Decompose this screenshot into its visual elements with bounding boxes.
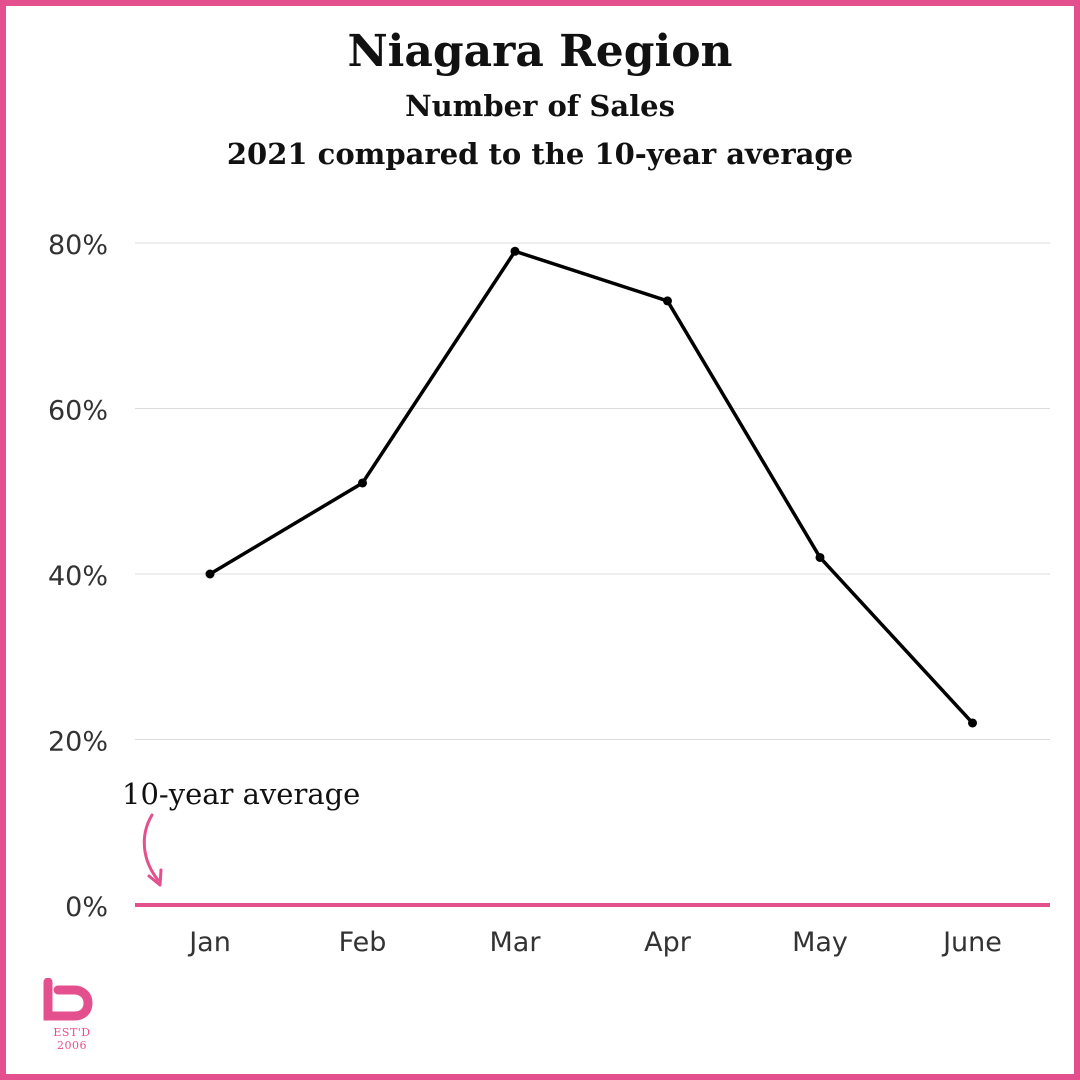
- data-point: [663, 296, 672, 306]
- series-line: [208, 249, 975, 725]
- y-tick-label: 60%: [48, 396, 108, 427]
- x-tick-label: Mar: [490, 927, 542, 958]
- annotation-arrow: [142, 813, 160, 882]
- data-point: [815, 552, 825, 562]
- chart-subtitle-1: Number of Sales: [405, 89, 675, 123]
- x-tick-label: Feb: [339, 927, 387, 958]
- brand-b-icon: [43, 977, 93, 1021]
- x-tick-label: June: [941, 927, 1002, 958]
- data-point: [205, 569, 215, 579]
- x-tick-label: Apr: [644, 927, 692, 958]
- title-block: Niagara Region Number of Sales 2021 comp…: [0, 22, 1080, 178]
- annotation-arrow-head: [147, 868, 163, 887]
- y-tick-label: 20%: [48, 727, 108, 758]
- data-point: [968, 718, 977, 728]
- brand-logo: EST'D 2006: [40, 977, 104, 1052]
- chart-subtitle-2: 2021 compared to the 10-year average: [226, 137, 854, 171]
- data-point: [510, 246, 520, 256]
- chart-title: Niagara Region: [347, 26, 733, 77]
- logo-text: EST'D 2006: [53, 1026, 91, 1052]
- data-point: [358, 478, 367, 488]
- baseline-annotation: 10-year average: [122, 777, 360, 811]
- y-tick-label: 0%: [65, 892, 108, 923]
- y-tick-label: 40%: [48, 561, 108, 592]
- y-tick-label: 80%: [48, 230, 108, 261]
- x-tick-label: May: [792, 927, 848, 958]
- x-tick-label: Jan: [187, 927, 231, 958]
